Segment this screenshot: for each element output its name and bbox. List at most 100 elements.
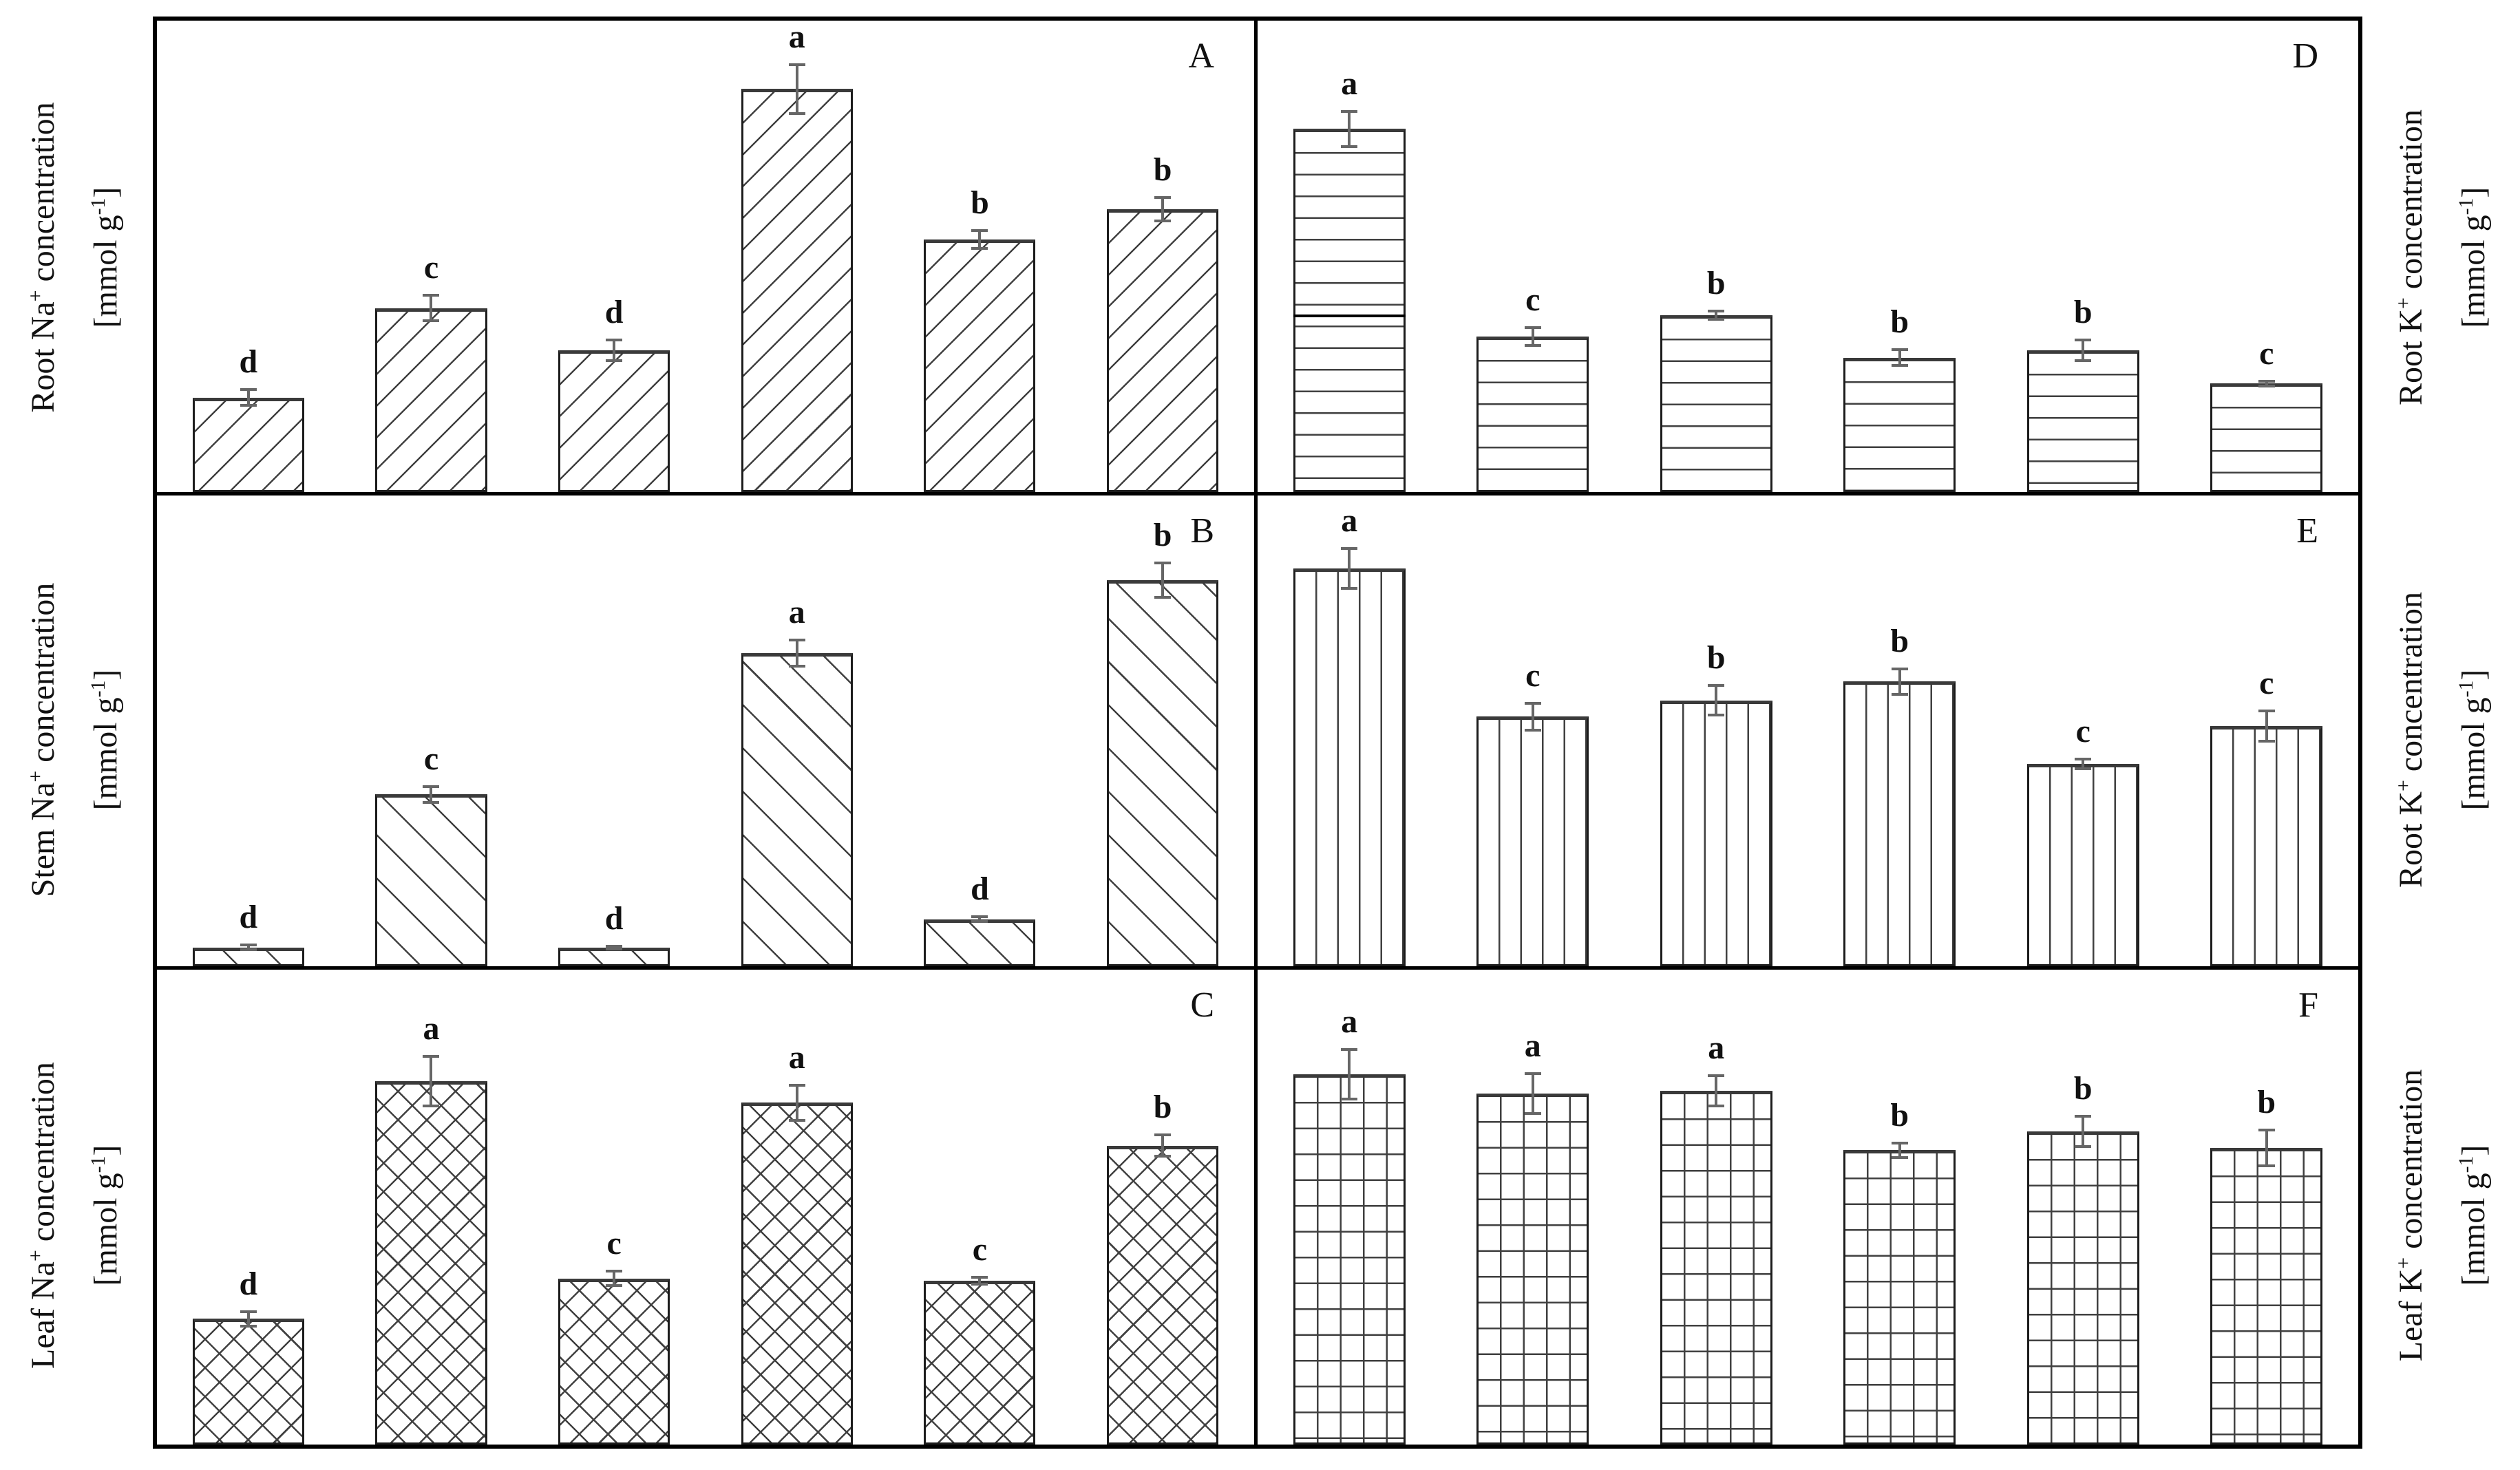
- y-axis-label-line1: Root Na+ concentration: [23, 102, 61, 413]
- significance-letter: b: [1153, 516, 1172, 553]
- significance-letter: d: [604, 294, 624, 331]
- error-bar: [971, 915, 988, 924]
- significance-letter: a: [788, 18, 805, 55]
- bar-group: b: [1808, 496, 1992, 967]
- bar: [1107, 209, 1219, 492]
- error-bar: [788, 63, 805, 115]
- plot-area-f: a a a b b b: [1258, 970, 2358, 1445]
- y-axis-label-line1: Root K+ concentration: [2391, 591, 2429, 888]
- bar-group: a: [706, 18, 889, 492]
- bar: [1476, 1093, 1589, 1445]
- significance-letter: b: [1890, 303, 1909, 340]
- error-bar: [240, 388, 257, 407]
- bar: [741, 653, 853, 967]
- error-bar: [1708, 1074, 1725, 1108]
- error-bar: [2258, 1129, 2275, 1167]
- bar: [1843, 357, 1956, 492]
- error-bar: [2075, 339, 2092, 363]
- bar: [1660, 700, 1772, 967]
- error-bar: [2075, 1114, 2092, 1148]
- bar: [741, 1102, 853, 1445]
- bar-group: b: [889, 21, 1072, 492]
- bar: [2210, 383, 2323, 492]
- significance-letter: b: [1706, 264, 1726, 301]
- y-axis-label-root-k-2: Root K+ concentration [mmol g-1]: [2380, 592, 2505, 888]
- significance-letter: c: [423, 249, 439, 286]
- error-bar: [2258, 710, 2275, 743]
- error-bar: [1524, 326, 1541, 347]
- significance-letter: a: [1341, 65, 1358, 103]
- error-bar: [1524, 701, 1541, 732]
- bar-group: b: [1991, 21, 2175, 492]
- bar-group: c: [1441, 496, 1625, 967]
- bar: [1843, 681, 1956, 967]
- significance-letter: b: [1890, 622, 1909, 659]
- superscript-minus-one: -1: [2455, 1155, 2477, 1173]
- y-axis-label-line1: Stem Na+ concentration: [23, 582, 61, 897]
- y-axis-label-leaf-na: Leaf Na+ concentration [mmol g-1]: [12, 1062, 137, 1369]
- bar-group: c: [1441, 21, 1625, 492]
- bar: [192, 397, 304, 492]
- plot-area-e: a c b b c c: [1258, 496, 2358, 967]
- significance-letter: b: [2257, 1084, 2276, 1121]
- bar-group: c: [522, 970, 706, 1445]
- bar: [192, 1319, 304, 1445]
- bar: [1107, 1145, 1219, 1445]
- bar-group: d: [522, 21, 706, 492]
- y-axis-label-leaf-k: Leaf K+ concentration [mmol g-1]: [2380, 1069, 2505, 1362]
- bar: [1293, 568, 1406, 967]
- bar-group: a: [1258, 21, 1441, 492]
- superscript-minus-one: -1: [87, 1155, 109, 1173]
- dark-hatch-line: [1293, 315, 1406, 318]
- significance-letter: a: [1341, 502, 1358, 539]
- panel-c: C d a c a c b: [157, 970, 1258, 1445]
- y-axis-unit: [mmol g-1]: [2455, 669, 2492, 811]
- superscript-minus-one: -1: [87, 680, 109, 698]
- y-axis-label-root-na: Root Na+ concentration [mmol g-1]: [12, 102, 137, 412]
- bar: [924, 1281, 1036, 1445]
- significance-letter: b: [1890, 1097, 1909, 1133]
- error-bar: [240, 1310, 257, 1328]
- error-bar: [606, 339, 623, 363]
- bar-group: d: [157, 970, 340, 1445]
- significance-letter: c: [606, 1225, 622, 1262]
- bar-group: b: [1624, 21, 1808, 492]
- error-bar: [423, 785, 440, 805]
- bar-group: a: [706, 496, 889, 967]
- error-bar: [788, 1083, 805, 1122]
- panel-letter-d: D: [2292, 36, 2318, 76]
- error-bar: [1341, 110, 1358, 148]
- error-bar: [423, 1055, 440, 1108]
- bar: [375, 1081, 487, 1445]
- superscript-plus: +: [2391, 1257, 2415, 1269]
- bar: [1660, 1091, 1772, 1445]
- bar-group: c: [2175, 21, 2359, 492]
- panel-e: E a c b b c c: [1258, 495, 2358, 970]
- error-bar: [788, 639, 805, 668]
- error-bar: [971, 1276, 988, 1286]
- bar-group: a: [1624, 970, 1808, 1445]
- error-bar: [423, 294, 440, 323]
- bar-group: d: [157, 21, 340, 492]
- bar-group: c: [1991, 496, 2175, 967]
- superscript-plus: +: [2391, 780, 2415, 791]
- bar-group: b: [1071, 21, 1254, 492]
- bar-group: b: [1071, 970, 1254, 1445]
- bar: [2210, 1147, 2323, 1445]
- bar: [375, 794, 487, 967]
- bar: [1476, 336, 1589, 492]
- bar-group: c: [2175, 496, 2359, 967]
- significance-letter: d: [971, 871, 989, 908]
- y-axis-label-line1: Root K+ concentration: [2391, 109, 2429, 406]
- bar: [2026, 1131, 2139, 1445]
- bar-group: b: [1991, 970, 2175, 1445]
- superscript-plus: +: [23, 1250, 47, 1262]
- y-axis-label-line1: Leaf Na+ concentration: [23, 1062, 61, 1369]
- significance-letter: a: [1524, 1027, 1541, 1064]
- bar-group: b: [1071, 496, 1254, 967]
- error-bar: [1524, 1072, 1541, 1115]
- bar-group: b: [2175, 970, 2359, 1445]
- bar: [2026, 763, 2139, 967]
- error-bar: [606, 1270, 623, 1288]
- bar-group: b: [1624, 496, 1808, 967]
